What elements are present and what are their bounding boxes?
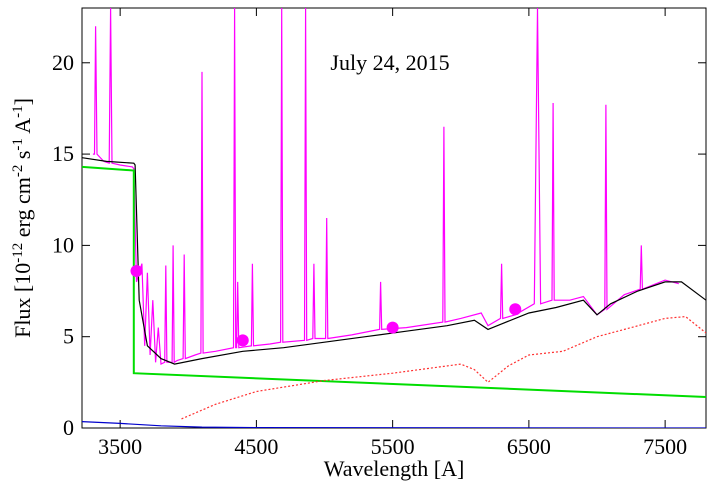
annotation: July 24, 2015 [330,50,449,75]
spectrum-line [82,165,706,398]
x-tick-label: 5500 [371,434,415,459]
x-tick-label: 7500 [643,434,687,459]
x-axis-label: Wavelength [A] [324,456,465,481]
y-axis-label-part: Flux [10 [10,263,35,338]
photometry-point [509,303,522,316]
spectrum-line [82,157,706,365]
y-axis-label-part: -2 [10,165,26,178]
y-axis-label-part: -1 [10,105,26,118]
y-tick-label: 15 [52,141,74,166]
y-axis-label-part: ] [10,98,35,105]
spectrum-line [181,315,706,420]
y-tick-label: 5 [63,324,74,349]
y-axis-label-part: -12 [10,243,26,263]
photometry-point [236,334,249,347]
y-axis-label-part: -1 [10,138,26,151]
spectrum-line [92,8,679,366]
y-axis-label-part: s [10,151,35,165]
y-tick-label: 10 [52,232,74,257]
photometry-point [130,264,143,277]
y-tick-label: 0 [63,415,74,440]
y-axis-label-part: erg cm [10,177,35,243]
photometry-point [386,321,399,334]
y-axis-label-part: A [10,118,35,138]
y-tick-label: 20 [52,50,74,75]
spectrum-line [82,421,706,428]
x-tick-label: 4500 [234,434,278,459]
x-tick-label: 6500 [507,434,551,459]
plot-area [82,8,706,428]
x-tick-label: 3500 [98,434,142,459]
y-axis-label: Flux [10-12 erg cm-2 s-1 A-1] [10,98,35,338]
